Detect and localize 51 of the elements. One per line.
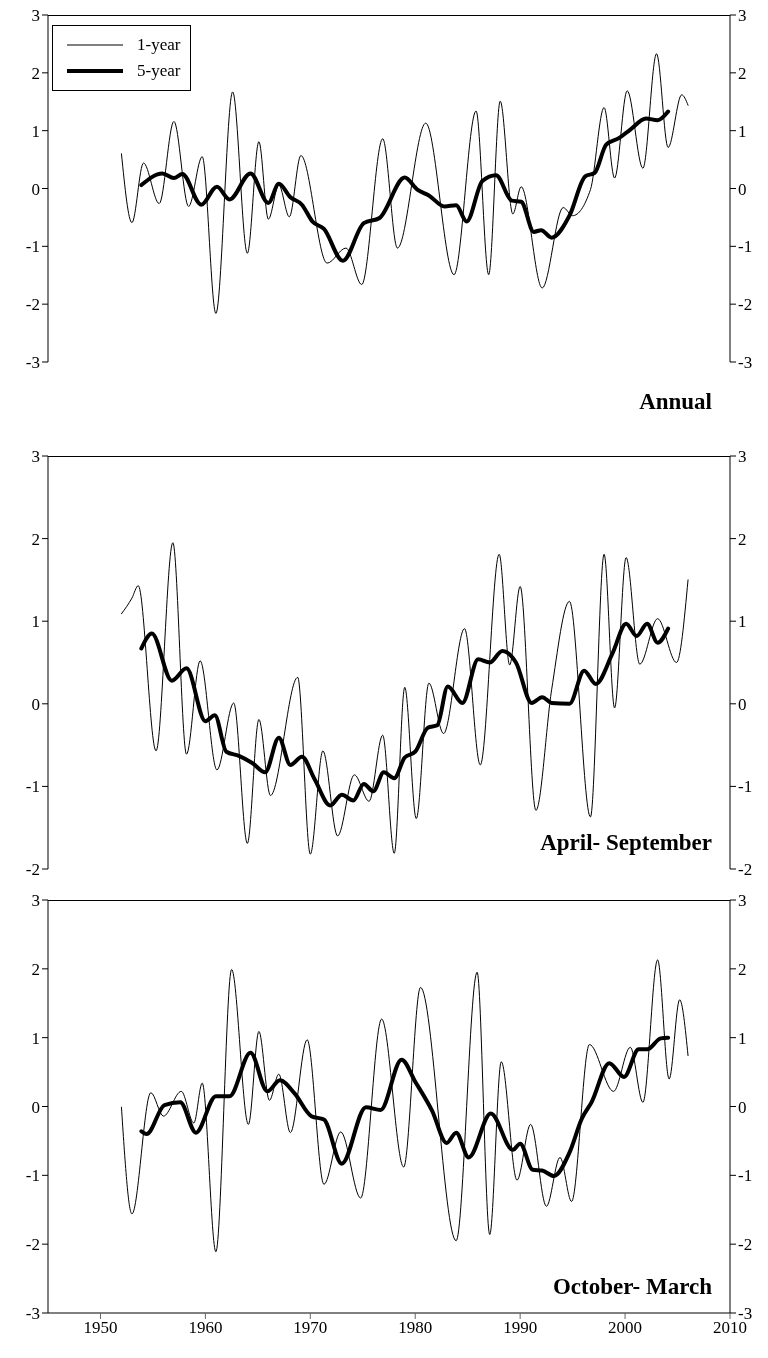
y-tick-label: -2	[25, 860, 40, 880]
y-tick-label: 0	[31, 179, 40, 199]
x-tick-label: 1990	[503, 1318, 538, 1338]
y-tick-label: -1	[25, 777, 40, 797]
y2-tick-label: 3	[738, 6, 747, 26]
y2-tick-label: -2	[738, 860, 753, 880]
y2-tick-label: -2	[738, 1235, 753, 1255]
x-tick-label: 2010	[713, 1318, 747, 1338]
y2-tick-label: 0	[738, 694, 747, 714]
legend-label: 1-year	[137, 34, 181, 56]
y2-tick-label: 2	[738, 959, 747, 979]
y-tick-label: 3	[31, 6, 40, 26]
y-tick-label: -2	[25, 295, 40, 315]
x-tick-label: 1970	[293, 1318, 328, 1338]
y2-tick-label: -1	[738, 777, 753, 797]
y-tick-label: 2	[31, 529, 40, 549]
y2-tick-label: -1	[738, 1166, 753, 1186]
annotation: October- March	[552, 1273, 712, 1301]
y-tick-label: -3	[25, 1304, 40, 1324]
y2-tick-label: 0	[738, 179, 747, 199]
legend-label: 5-year	[137, 60, 181, 82]
y-tick-label: 2	[31, 63, 40, 83]
y2-tick-label: 0	[738, 1097, 747, 1117]
y2-tick-label: -3	[738, 353, 753, 373]
y-tick-label: 1	[31, 1028, 40, 1048]
y2-tick-label: -2	[738, 295, 753, 315]
x-tick-label: 1950	[83, 1318, 118, 1338]
y2-tick-label: 2	[738, 63, 747, 83]
x-tick-label: 2000	[608, 1318, 643, 1338]
y-tick-label: -2	[25, 1235, 40, 1255]
y2-tick-label: 3	[738, 447, 747, 467]
y-tick-label: -3	[25, 353, 40, 373]
text: Annual	[639, 388, 712, 416]
y-tick-label: 1	[31, 121, 40, 141]
y-tick-label: 0	[31, 694, 40, 714]
y-tick-label: 2	[31, 959, 40, 979]
y2-tick-label: 1	[738, 121, 747, 141]
y-tick-label: 0	[31, 1097, 40, 1117]
y2-tick-label: 1	[738, 612, 747, 632]
y-tick-label: -1	[25, 237, 40, 257]
y2-tick-label: 1	[738, 1028, 747, 1048]
annotation: April- September	[540, 829, 712, 857]
x-tick-label: 1980	[398, 1318, 433, 1338]
y2-tick-label: 2	[738, 529, 747, 549]
x-tick-label: 1960	[188, 1318, 223, 1338]
y2-tick-label: -1	[738, 237, 753, 257]
y-tick-label: 3	[31, 447, 40, 467]
y2-tick-label: 3	[738, 891, 747, 911]
y-tick-label: 3	[31, 891, 40, 911]
y-tick-label: 1	[31, 612, 40, 632]
y-tick-label: -1	[25, 1166, 40, 1186]
